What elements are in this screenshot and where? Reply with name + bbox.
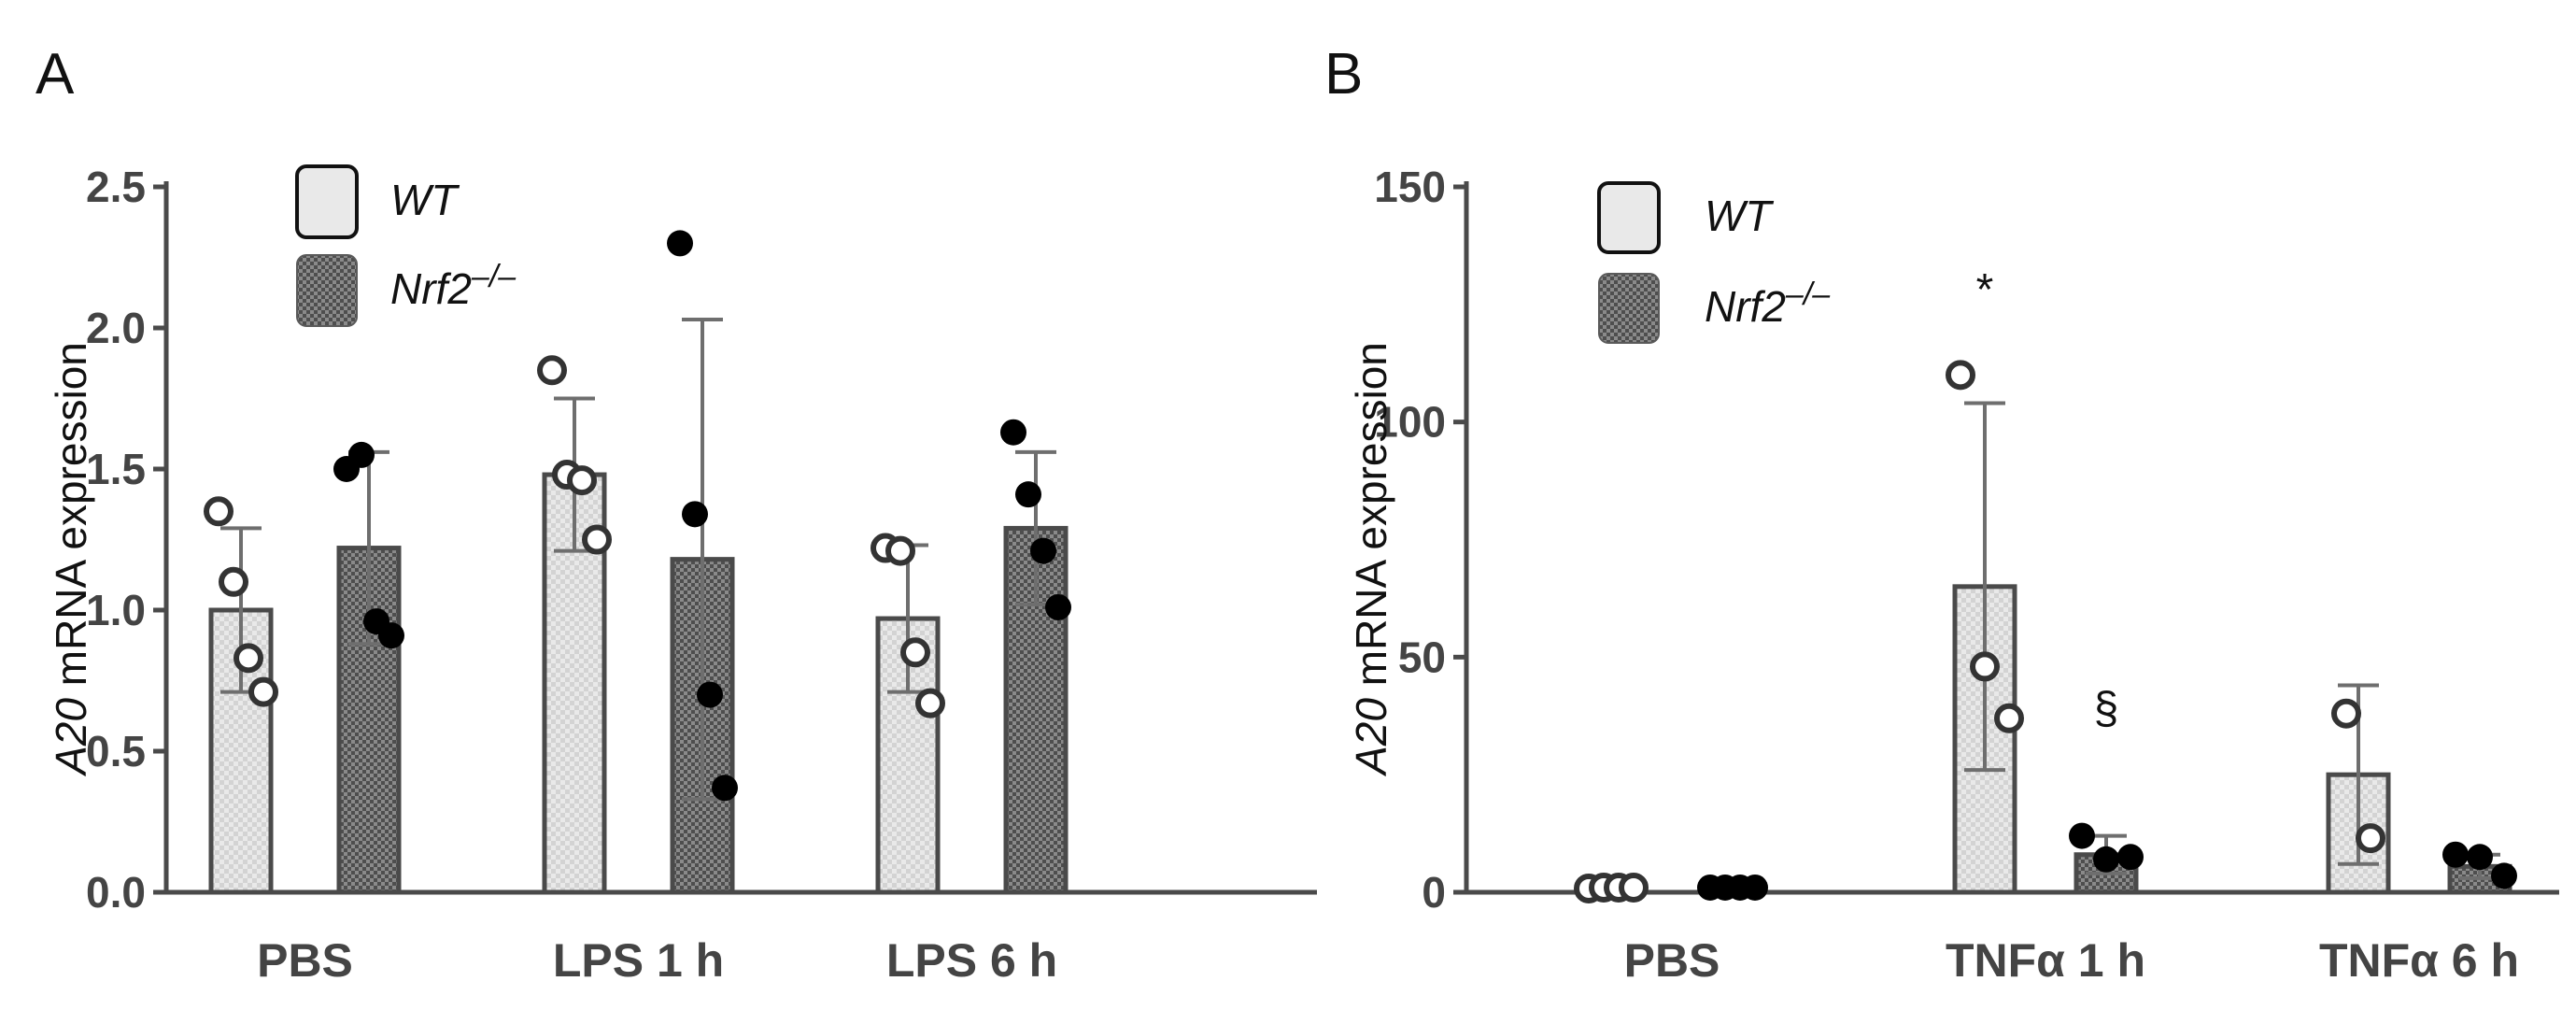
data-point-filled bbox=[712, 775, 738, 802]
y-tick-label: 50 bbox=[1398, 633, 1446, 681]
legend-label-superscript: –/– bbox=[471, 259, 517, 294]
data-point-open bbox=[537, 355, 567, 386]
data-point-filled bbox=[348, 441, 375, 468]
legend-swatch bbox=[1598, 273, 1660, 344]
legend-label: WT bbox=[390, 176, 460, 224]
data-point-filled bbox=[1000, 419, 1026, 446]
y-tick-label: 0 bbox=[1422, 868, 1446, 917]
data-point-open bbox=[900, 637, 930, 668]
y-tick-label: 150 bbox=[1374, 163, 1446, 211]
panel-letter-a: A bbox=[35, 42, 75, 107]
y-tick-label: 2.5 bbox=[86, 163, 146, 211]
data-point-filled bbox=[667, 230, 693, 257]
data-point-open bbox=[582, 524, 612, 555]
data-point-filled bbox=[2491, 862, 2517, 889]
data-point-open bbox=[915, 688, 945, 718]
panel-letter-b: B bbox=[1324, 42, 1363, 107]
legend-label-superscript: –/– bbox=[1785, 277, 1831, 312]
y-tick-label: 1.5 bbox=[86, 445, 146, 493]
data-point-open bbox=[1619, 872, 1649, 903]
category-label: TNFα 6 h bbox=[2319, 934, 2519, 987]
significance-marker: * bbox=[1976, 265, 1994, 315]
significance-marker: § bbox=[2094, 684, 2119, 733]
legend-label: Nrf2–/– bbox=[390, 259, 517, 313]
data-point-open bbox=[2331, 698, 2361, 729]
y-tick-label: 0.0 bbox=[86, 868, 146, 917]
y-axis-title-gene: A20 bbox=[47, 698, 95, 777]
legend-label-name: WT bbox=[1705, 192, 1774, 240]
category-label: LPS 1 h bbox=[553, 934, 724, 987]
legend-swatch bbox=[296, 254, 358, 327]
legend-label: WT bbox=[1705, 192, 1774, 240]
y-tick-label: 2.0 bbox=[86, 304, 146, 352]
chart-panel-a: 0.0 0.5 1.0 1.5 2.0 2.5 A20 mRNA expression PBS… bbox=[47, 163, 1317, 987]
legend-label-name: Nrf2 bbox=[1705, 282, 1786, 331]
data-point-open bbox=[2356, 823, 2385, 854]
data-point-filled bbox=[1030, 537, 1056, 564]
y-tick-label: 0.5 bbox=[86, 727, 146, 775]
data-point-filled bbox=[1015, 481, 1041, 508]
data-point-open bbox=[1970, 651, 2000, 682]
data-point-open bbox=[234, 643, 263, 674]
y-axis-title-gene: A20 bbox=[1347, 698, 1395, 777]
data-point-open bbox=[219, 566, 248, 597]
data-point-filled bbox=[2069, 822, 2095, 849]
y-axis-title-rest: mRNA expression bbox=[47, 342, 95, 698]
chart-panel-b: 0 50 100 150 A20 mRNA expression PBS TNFα 1 h T… bbox=[1347, 163, 2559, 987]
y-axis-title-rest: mRNA expression bbox=[1347, 342, 1395, 698]
data-point-filled bbox=[1045, 593, 1071, 620]
data-point-open bbox=[248, 676, 278, 707]
y-tick-label: 1.0 bbox=[86, 586, 146, 634]
data-point-filled bbox=[2117, 844, 2144, 871]
data-point-open bbox=[1946, 360, 1975, 391]
category-label: LPS 6 h bbox=[886, 934, 1057, 987]
legend-label-name: Nrf2 bbox=[390, 264, 472, 313]
category-label: PBS bbox=[1624, 934, 1720, 987]
data-point-open bbox=[567, 465, 597, 496]
data-point-open bbox=[204, 496, 234, 527]
data-point-filled bbox=[2442, 841, 2469, 868]
legend-label-name: WT bbox=[390, 176, 460, 224]
data-point-filled bbox=[682, 501, 708, 528]
y-tick-label: 100 bbox=[1374, 398, 1446, 447]
y-axis-title: A20 mRNA expression bbox=[47, 342, 95, 777]
data-point-filled bbox=[697, 681, 723, 708]
legend-swatch bbox=[295, 164, 359, 239]
category-label: PBS bbox=[257, 934, 353, 987]
data-point-open bbox=[885, 535, 915, 566]
legend-label: Nrf2–/– bbox=[1705, 277, 1831, 331]
data-point-open bbox=[1994, 703, 2024, 733]
legend-swatch bbox=[1597, 181, 1661, 254]
category-label: TNFα 1 h bbox=[1946, 934, 2145, 987]
data-point-filled bbox=[378, 622, 404, 649]
data-point-filled bbox=[1742, 874, 1768, 901]
data-point-filled bbox=[2467, 844, 2493, 871]
data-point-filled bbox=[2093, 846, 2119, 873]
y-axis-title: A20 mRNA expression bbox=[1347, 342, 1395, 777]
